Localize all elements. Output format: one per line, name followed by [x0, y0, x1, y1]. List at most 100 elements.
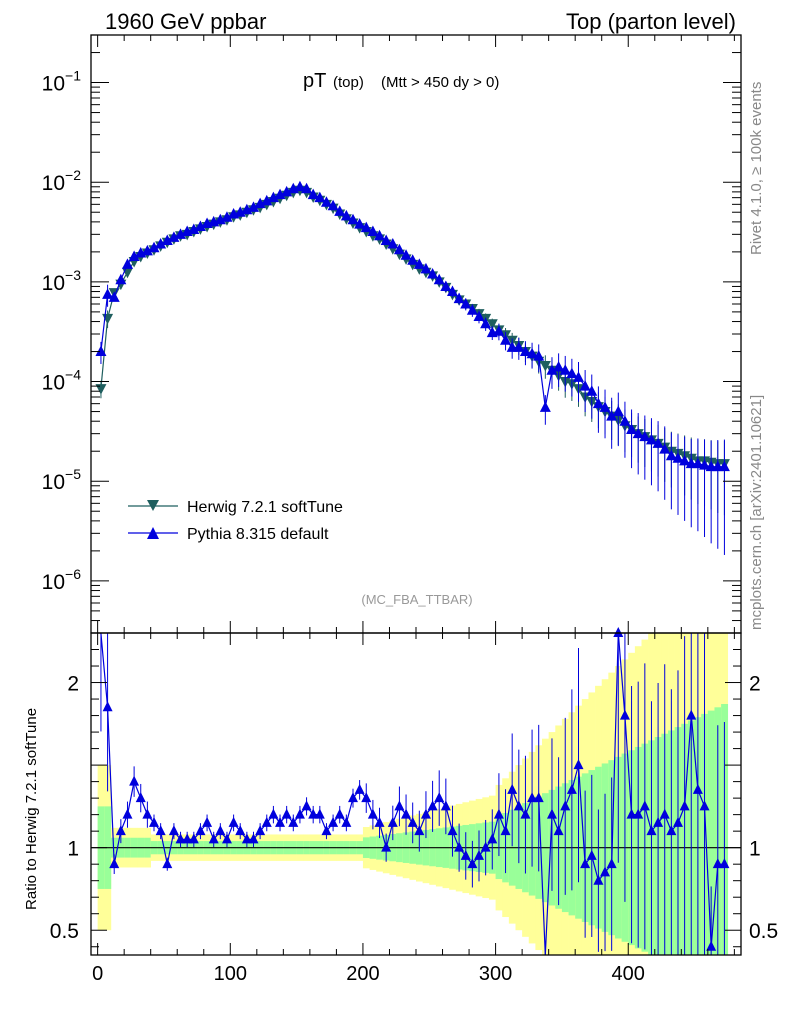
header-right-title: Top (parton level)	[566, 9, 736, 34]
ratio-marker	[255, 825, 266, 836]
ratio-marker	[202, 816, 213, 827]
pythia-marker	[480, 317, 492, 329]
pythia-marker	[387, 237, 399, 249]
ratio-marker	[387, 816, 398, 827]
pythia-marker	[314, 191, 326, 203]
pythia-marker	[433, 273, 445, 285]
ratio-marker	[527, 792, 538, 803]
plot-title-cut: (Mtt > 450 dy > 0)	[381, 74, 499, 91]
ratio-y-tick-label: 1	[67, 838, 79, 861]
ratio-marker	[261, 816, 272, 827]
pythia-marker	[274, 188, 286, 200]
ratio-marker	[182, 833, 193, 844]
ratio-marker	[374, 816, 385, 827]
pythia-marker	[95, 345, 107, 357]
pythia-marker	[440, 280, 452, 291]
ratio-y-tick-label-right: 1	[749, 838, 761, 861]
pythia-marker	[188, 223, 200, 235]
ratio-marker	[553, 825, 564, 836]
pythia-marker	[347, 213, 359, 225]
legend-herwig-marker	[147, 500, 159, 511]
ratio-marker	[633, 808, 644, 819]
pythia-marker	[221, 211, 233, 222]
ratio-marker	[626, 808, 637, 819]
ratio-marker	[129, 775, 140, 786]
ratio-marker	[447, 825, 458, 836]
ratio-marker	[507, 783, 518, 794]
ratio-marker	[606, 858, 617, 869]
y-tick-label: 10−4	[42, 367, 82, 395]
ratio-marker	[394, 800, 405, 811]
y-tick-label: 10−3	[42, 267, 82, 295]
y-tick-label: 10−1	[42, 68, 82, 96]
pythia-marker	[340, 209, 352, 221]
ratio-marker	[706, 940, 717, 951]
pythia-marker	[526, 347, 538, 359]
ratio-marker	[520, 808, 531, 819]
ratio-marker	[653, 816, 664, 827]
pythia-marker	[380, 234, 392, 246]
y-tick-label: 10−5	[42, 466, 82, 494]
pythia-marker	[718, 460, 730, 472]
ratio-marker	[215, 825, 226, 836]
ratio-marker	[175, 833, 186, 844]
ratio-marker	[613, 627, 624, 637]
ratio-marker	[586, 849, 597, 860]
legend: Herwig 7.2.1 softTune Pythia 8.315 defau…	[128, 499, 343, 543]
pythia-marker	[659, 443, 671, 454]
ratio-marker	[619, 709, 630, 720]
ratio-marker	[600, 866, 611, 877]
ratio-marker	[188, 833, 199, 844]
pythia-marker	[407, 254, 419, 265]
x-tick-label: 100	[214, 963, 247, 985]
pythia-marker	[307, 188, 319, 200]
pythia-marker	[281, 185, 293, 197]
ratio-marker	[593, 874, 604, 885]
ratio-marker	[666, 825, 677, 836]
ratio-marker	[275, 816, 286, 827]
pythia-marker	[334, 205, 346, 216]
ratio-marker	[155, 825, 166, 836]
pythia-marker	[665, 449, 677, 461]
pythia-marker	[493, 325, 505, 336]
pythia-marker	[267, 191, 279, 203]
pythia-marker	[327, 199, 339, 211]
ratio-marker	[135, 792, 146, 803]
legend-pythia-label: Pythia 8.315 default	[187, 526, 329, 543]
ratio-marker	[109, 858, 120, 869]
main-plot	[95, 180, 730, 555]
ratio-marker	[712, 858, 723, 869]
pythia-marker	[566, 367, 578, 379]
pythia-marker	[320, 196, 332, 207]
ratio-y-tick-label-right: 2	[749, 673, 761, 696]
ratio-marker	[480, 841, 491, 852]
ratio-marker	[500, 825, 511, 836]
pythia-marker	[626, 423, 638, 435]
pythia-marker	[632, 427, 644, 439]
pythia-marker	[354, 218, 366, 229]
pythia-marker	[559, 364, 571, 375]
pythia-marker	[393, 243, 405, 255]
ratio-marker	[354, 783, 365, 794]
pythia-marker	[466, 304, 478, 315]
pythia-marker	[539, 401, 551, 412]
y-tick-label: 10−2	[42, 167, 82, 195]
ratio-marker	[401, 808, 412, 819]
x-tick-label: 0	[92, 963, 103, 985]
ratio-marker	[367, 808, 378, 819]
pythia-marker	[420, 262, 432, 274]
ratio-marker	[533, 792, 544, 803]
ratio-marker	[573, 759, 584, 770]
pythia-marker	[672, 452, 684, 463]
pythia-marker	[546, 364, 558, 375]
pythia-marker	[254, 197, 266, 209]
legend-herwig-label: Herwig 7.2.1 softTune	[187, 499, 343, 516]
x-tick-label: 200	[346, 963, 379, 985]
plot-title-main: pT	[303, 70, 326, 92]
rivet-label: Rivet 4.1.0, ≥ 100k events	[748, 82, 765, 255]
ratio-marker	[149, 816, 160, 827]
pythia-marker	[194, 220, 206, 231]
ratio-marker	[460, 849, 471, 860]
ratio-marker	[560, 800, 571, 811]
pythia-marker	[639, 430, 651, 442]
